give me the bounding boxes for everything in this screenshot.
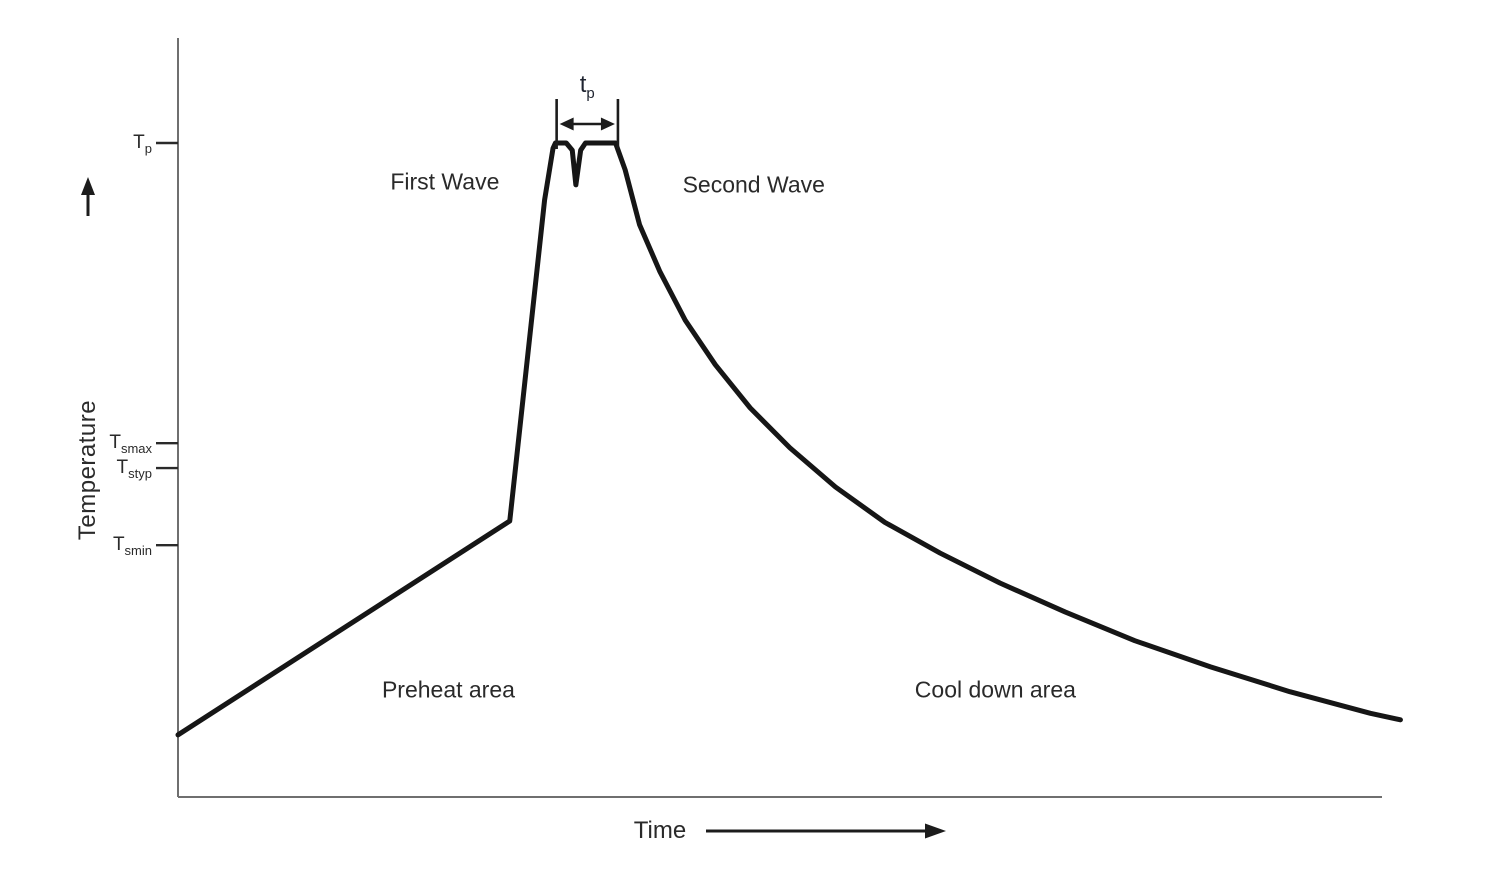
- y-tick-label: Tsmax: [109, 432, 152, 456]
- peak-duration-label-base: t: [579, 71, 587, 98]
- peak-arrow-left-head: [559, 117, 574, 131]
- peak-duration-label-sub: p: [586, 84, 595, 102]
- peak-duration-label: tp: [579, 71, 595, 102]
- peak-duration-annotation: [555, 99, 620, 149]
- y-tick-label: Tsmin: [112, 534, 152, 558]
- y-axis-ticks: [156, 141, 178, 547]
- y-tick-label: Tp: [133, 132, 152, 156]
- y-tick-label: Tstyp: [116, 457, 152, 481]
- region-label: First Wave: [390, 168, 500, 195]
- region-label: Second Wave: [682, 171, 825, 198]
- peak-arrow-right-head: [600, 117, 615, 131]
- temperature-axis-arrow: [81, 177, 95, 216]
- temperature-curve: [175, 140, 1403, 738]
- time-axis-arrow: [706, 823, 946, 839]
- region-label: Preheat area: [381, 676, 515, 703]
- region-label: Cool down area: [914, 676, 1076, 703]
- x-axis-title: Time: [633, 817, 687, 844]
